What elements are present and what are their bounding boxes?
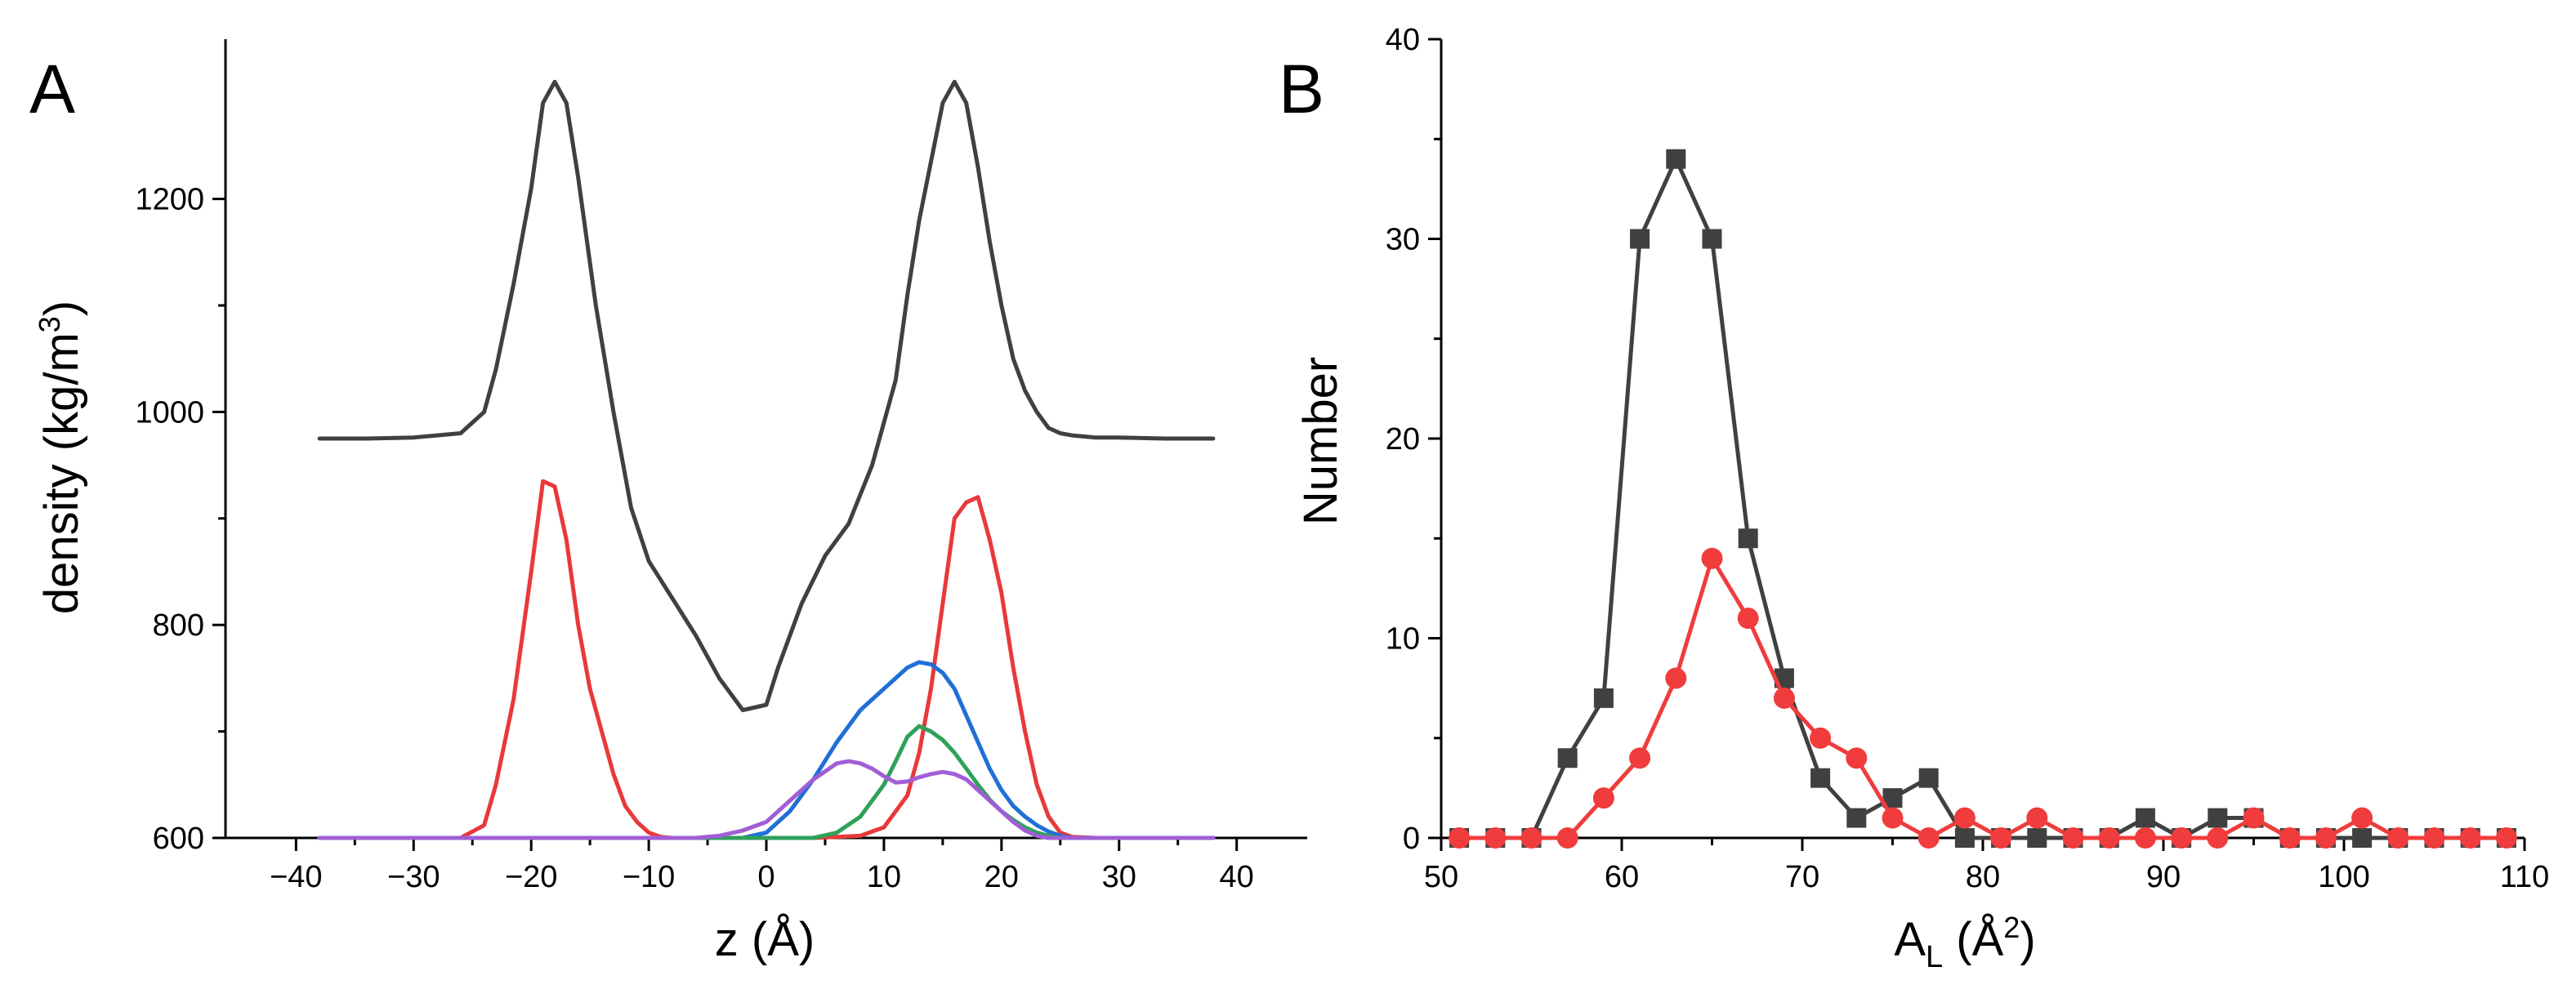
panel-b-series-squares-point	[1630, 229, 1650, 249]
panel-b-series-squares-point	[2135, 808, 2155, 828]
panel-a-density-chart: A density (kg/m3) z (Å) −40 −30 −20 −10 0 10 2…	[29, 39, 1307, 966]
panel-b-x-tick-label: 60	[1605, 860, 1639, 894]
panel-b-series-circles-point	[1592, 787, 1614, 809]
panel-a-x-tick-label: 30	[1102, 860, 1136, 894]
panel-b-series-squares-point	[1846, 808, 1867, 828]
panel-b-series-squares-point	[1666, 149, 1686, 169]
panel-b-series-circles-point	[2279, 827, 2301, 849]
panel-a-series-blue-line	[317, 660, 1216, 840]
panel-b-series-circles-point	[2243, 807, 2265, 829]
panel-b-label: B	[1279, 51, 1324, 127]
panel-a-series-total-line	[317, 79, 1216, 712]
panel-b-series-circles-point	[2387, 827, 2409, 849]
panel-b-series-circles-point	[1773, 687, 1795, 709]
panel-b-series-circles-point	[1917, 827, 1940, 849]
panel-a-x-tick-label: 20	[984, 860, 1019, 894]
panel-b-series-circles-point	[1701, 547, 1723, 569]
panel-b-y-tick-label: 40	[1386, 23, 1420, 57]
panel-a-x-tick-label: 10	[867, 860, 901, 894]
panel-b-series	[1449, 149, 2517, 849]
panel-b-series-squares-point	[1954, 828, 1975, 848]
panel-b-series-circles-point	[1629, 747, 1651, 769]
panel-b-series-circles-point	[1484, 827, 1507, 849]
panel-a-y-tick-label: 1200	[135, 183, 204, 217]
panel-a-series-purple-line	[317, 759, 1216, 840]
panel-b-series-circles-point	[2315, 827, 2337, 849]
panel-b-series-squares-point	[1738, 528, 1758, 549]
panel-b-series-squares-point	[2352, 828, 2373, 848]
panel-b-series-circles-point	[1990, 827, 2012, 849]
panel-b-series-squares-point	[1557, 748, 1578, 769]
panel-b-y-tick-label: 20	[1386, 422, 1420, 457]
panel-b-series-circles-point	[2171, 827, 2193, 849]
panel-b-y-tick-label: 30	[1386, 223, 1420, 257]
panel-b-series-squares-point	[1918, 768, 1939, 788]
panel-b-series-squares-point	[1810, 768, 1831, 788]
panel-b-series-circles-point	[2062, 827, 2084, 849]
panel-a-y-tick-label: 1000	[135, 395, 204, 430]
panel-b-x-axis-title: AL (Å2)	[1894, 911, 2035, 974]
panel-a-label: A	[29, 51, 75, 127]
panel-a-axes: −40 −30 −20 −10 0 10 20 30 40 600 800 1000 1200	[135, 39, 1307, 894]
panel-a-x-tick-label: 40	[1220, 860, 1254, 894]
panel-b-x-tick-label: 100	[2318, 860, 2369, 894]
panel-a-x-tick-label: −30	[387, 860, 440, 894]
panel-b-series-circles-point	[1556, 827, 1578, 849]
panel-b-series-circles-point	[1449, 827, 1471, 849]
panel-a-series-green-line	[317, 724, 1216, 840]
panel-b-series-circles-point	[1810, 727, 1832, 749]
panel-b-series-circles-point	[2026, 807, 2048, 829]
panel-b-x-tick-label: 70	[1785, 860, 1819, 894]
panel-b-series-circles-point	[1520, 827, 1542, 849]
panel-b-series-squares-point	[2208, 808, 2228, 828]
panel-b-series-circles-point	[1846, 747, 1868, 769]
panel-a-y-tick-label: 800	[153, 608, 204, 643]
panel-a-y-tick-label: 600	[153, 822, 204, 856]
panel-a-x-tick-label: −40	[270, 860, 322, 894]
panel-b-x-tick-label: 50	[1424, 860, 1458, 894]
panel-a-x-axis-title: z (Å)	[715, 913, 815, 966]
panel-b-x-tick-label: 90	[2146, 860, 2181, 894]
panel-b-y-tick-label: 0	[1403, 822, 1420, 856]
panel-a-x-tick-label: −20	[505, 860, 557, 894]
panel-b-x-tick-label: 80	[1966, 860, 2000, 894]
panel-b-series-squares-line	[1457, 157, 2509, 840]
panel-b-series-circles-point	[2459, 827, 2481, 849]
panel-a-x-tick-label: −10	[623, 860, 675, 894]
panel-b-series-squares-point	[1593, 688, 1614, 708]
panel-b-series-squares-point	[2027, 828, 2047, 848]
panel-b-y-axis-title: Number	[1294, 357, 1347, 525]
panel-b-series-circles-point	[1665, 667, 1687, 689]
panel-b-series-circles-point	[2423, 827, 2445, 849]
panel-b-y-tick-label: 10	[1386, 622, 1420, 657]
panel-b-series-circles-line	[1457, 556, 2509, 840]
panel-b-series-squares-point	[1702, 229, 1722, 249]
panel-b-series-circles-point	[1882, 807, 1904, 829]
panel-b-x-tick-label: 110	[2500, 860, 2550, 894]
panel-a-series	[317, 79, 1216, 840]
panel-b-series-circles-point	[1953, 807, 1976, 829]
panel-a-series-red-line	[317, 479, 1216, 840]
panel-b-series-circles-point	[2495, 827, 2517, 849]
panel-b-series-circles-point	[2207, 827, 2229, 849]
panel-b-number-chart: B Number AL (Å2) 50 60 70 80 90 100 110 0 10 20 30…	[1279, 23, 2549, 974]
panel-b-series-circles-point	[2098, 827, 2120, 849]
panel-b-series-circles-point	[1737, 608, 1759, 630]
panel-a-y-axis-title: density (kg/m3)	[33, 301, 88, 614]
panel-b-series-circles-point	[2134, 827, 2156, 849]
panel-a-x-tick-label: 0	[757, 860, 775, 894]
panel-b-series-circles-point	[2351, 807, 2373, 829]
